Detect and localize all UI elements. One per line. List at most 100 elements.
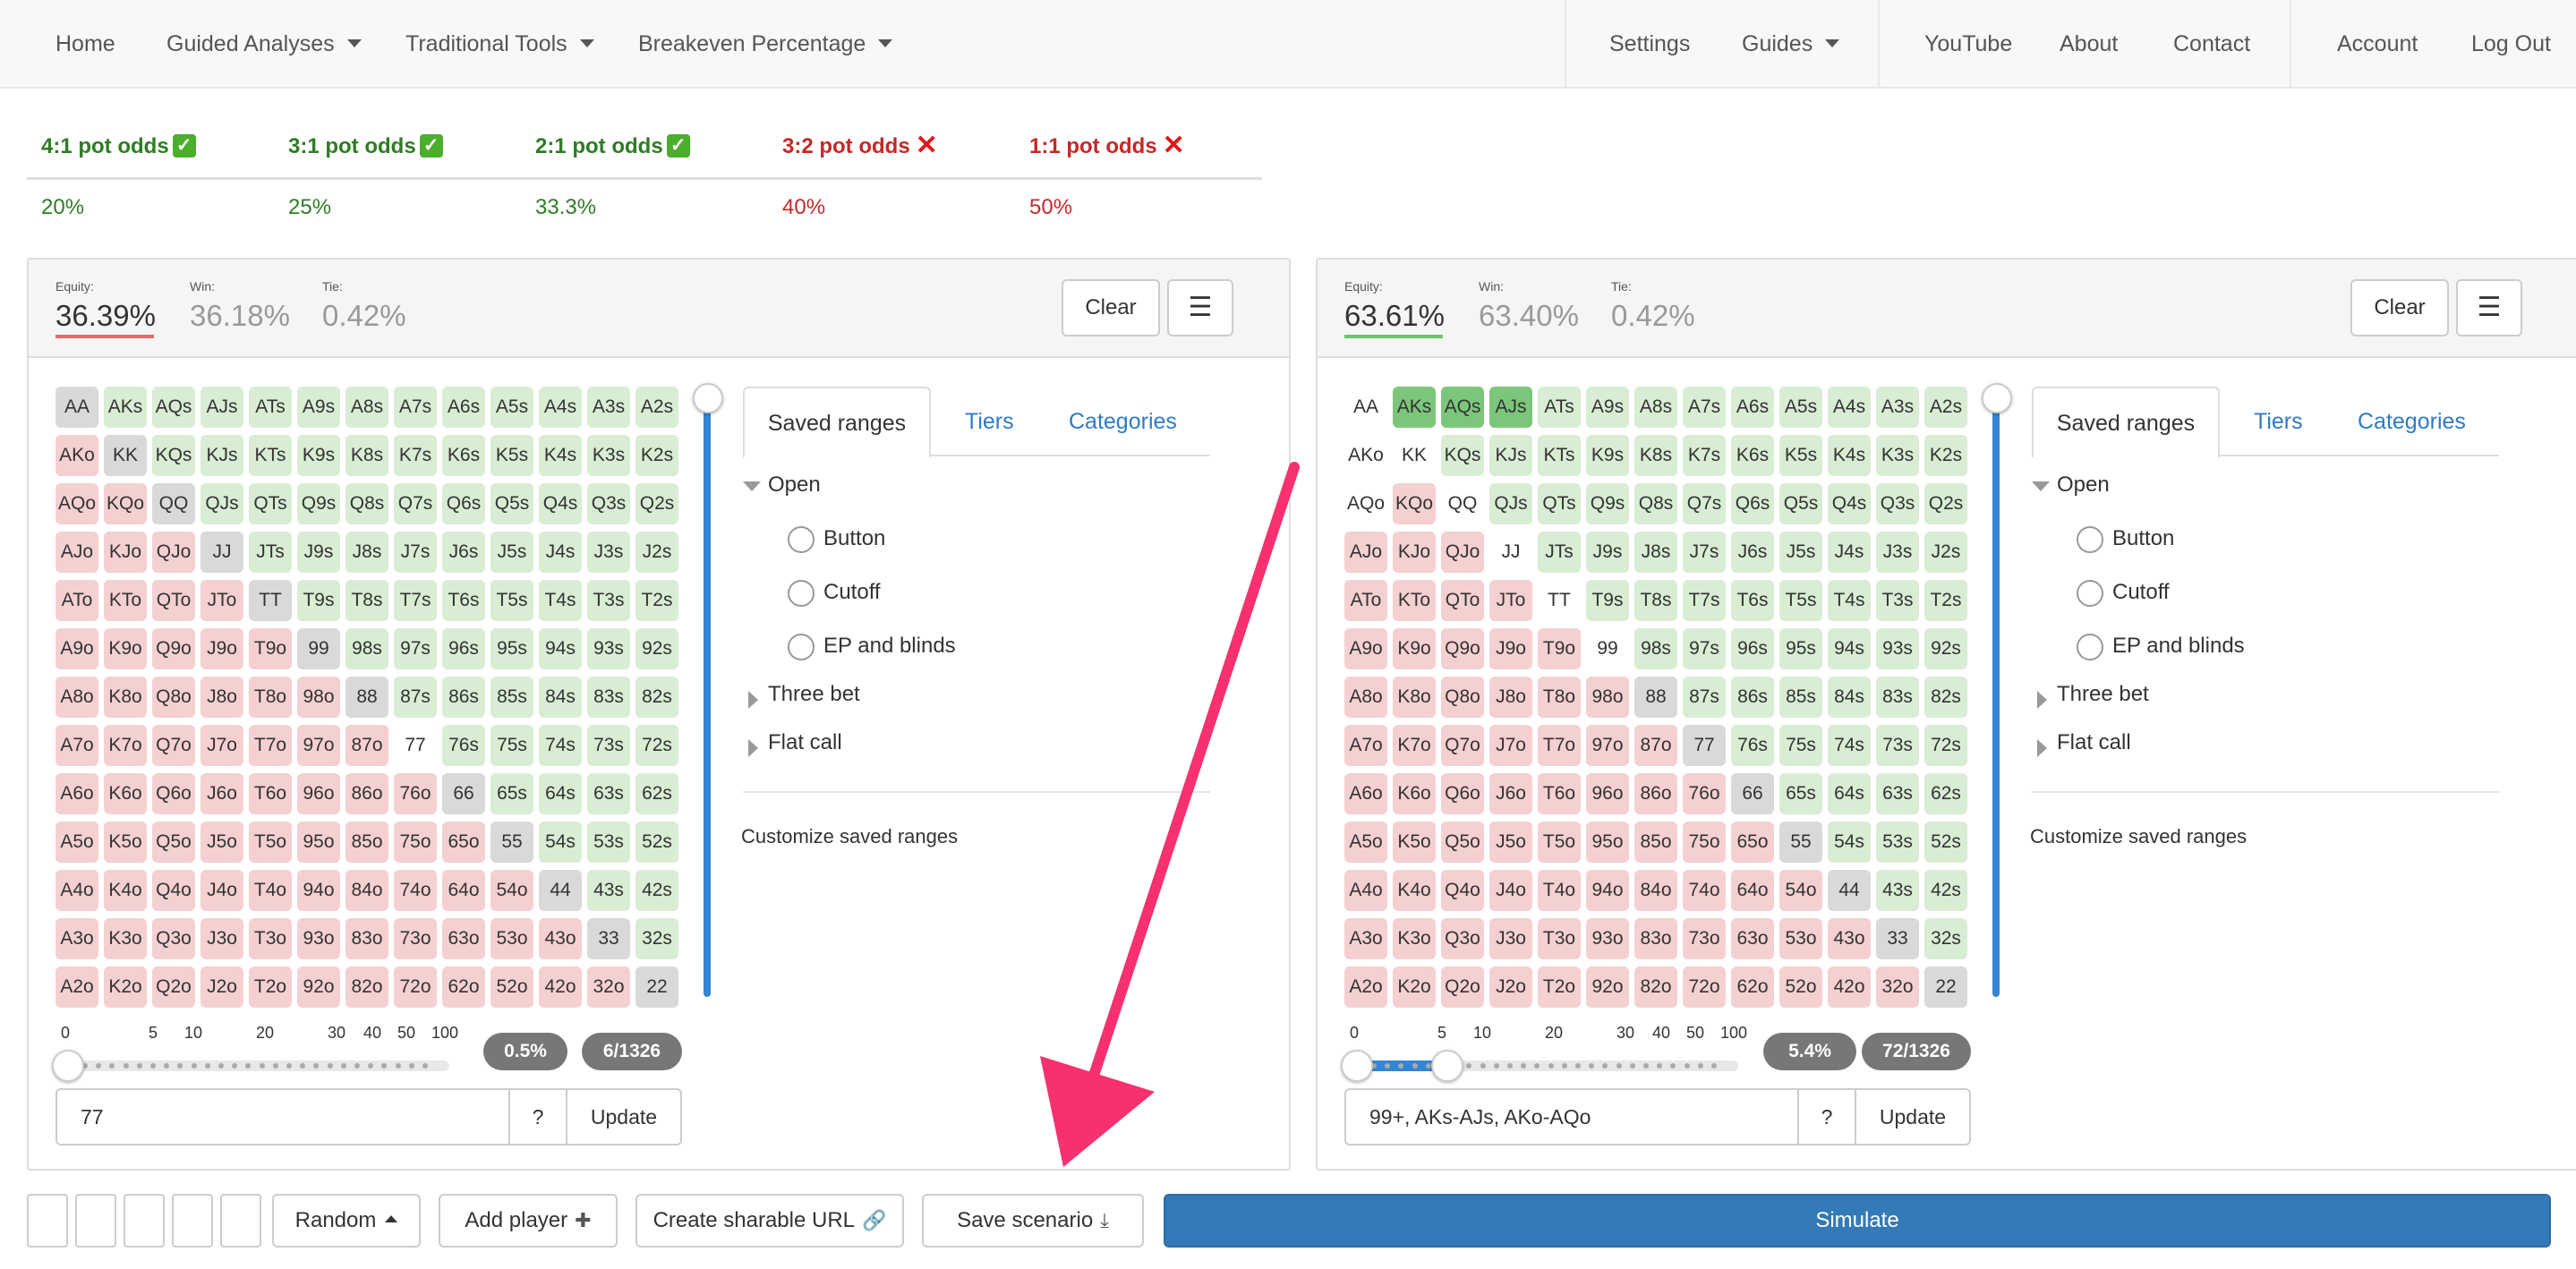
hand-cell-j9o[interactable]: J9o xyxy=(1489,628,1532,669)
card-slot[interactable] xyxy=(75,1194,116,1248)
hand-cell-42o[interactable]: 42o xyxy=(539,967,582,1008)
hand-cell-94o[interactable]: 94o xyxy=(1586,870,1629,911)
hand-cell-aqo[interactable]: AQo xyxy=(1346,493,1386,514)
hand-cell-j3s[interactable]: J3s xyxy=(587,532,630,573)
hand-cell-k9o[interactable]: K9o xyxy=(104,628,147,669)
tree-flat-call[interactable]: Flat call xyxy=(768,730,842,754)
hand-cell-kk[interactable]: KK xyxy=(104,435,147,476)
tree-open[interactable]: Open xyxy=(768,473,821,497)
tab-saved-ranges[interactable]: Saved ranges xyxy=(743,387,931,458)
hand-cell-qjs[interactable]: QJs xyxy=(1489,483,1532,524)
radio-ep-blinds[interactable] xyxy=(2077,634,2103,660)
hand-cell-t5s[interactable]: T5s xyxy=(490,580,533,621)
hand-cell-ajo[interactable]: AJo xyxy=(1344,532,1387,573)
hand-cell-a8o[interactable]: A8o xyxy=(1344,677,1387,718)
tab-tiers[interactable]: Tiers xyxy=(2254,409,2303,434)
hand-cell-52o[interactable]: 52o xyxy=(490,967,533,1008)
hand-cell-62s[interactable]: 62s xyxy=(1924,773,1967,814)
simulate-button[interactable]: Simulate xyxy=(1164,1194,2551,1248)
radio-ep-blinds[interactable] xyxy=(788,634,815,660)
hand-cell-66[interactable]: 66 xyxy=(442,773,485,814)
tree-button-range[interactable]: Button xyxy=(823,526,886,550)
hand-cell-a8s[interactable]: A8s xyxy=(345,387,388,428)
hand-cell-ats[interactable]: ATs xyxy=(1538,387,1581,428)
hand-cell-aks[interactable]: AKs xyxy=(104,387,147,428)
hand-cell-32o[interactable]: 32o xyxy=(1876,967,1919,1008)
hand-cell-63s[interactable]: 63s xyxy=(1876,773,1919,814)
hand-cell-k4s[interactable]: K4s xyxy=(539,435,582,476)
hand-cell-43o[interactable]: 43o xyxy=(1828,918,1871,959)
hand-cell-32s[interactable]: 32s xyxy=(1924,918,1967,959)
range-help-button[interactable]: ? xyxy=(1799,1090,1856,1144)
tree-cutoff-range[interactable]: Cutoff xyxy=(823,580,881,604)
hand-cell-k3o[interactable]: K3o xyxy=(1393,918,1436,959)
hand-cell-q8s[interactable]: Q8s xyxy=(1634,483,1677,524)
hand-cell-t8o[interactable]: T8o xyxy=(1538,677,1581,718)
hand-cell-75o[interactable]: 75o xyxy=(394,822,437,863)
hand-cell-76s[interactable]: 76s xyxy=(1731,725,1774,766)
hand-cell-q3o[interactable]: Q3o xyxy=(1441,918,1484,959)
hand-cell-75o[interactable]: 75o xyxy=(1683,822,1726,863)
hand-cell-j5o[interactable]: J5o xyxy=(200,822,243,863)
hand-cell-t7s[interactable]: T7s xyxy=(1683,580,1726,621)
hand-cell-q2s[interactable]: Q2s xyxy=(1924,483,1967,524)
hand-cell-q4s[interactable]: Q4s xyxy=(539,483,582,524)
hand-cell-42s[interactable]: 42s xyxy=(1924,870,1967,911)
tree-button-range[interactable]: Button xyxy=(2112,526,2175,550)
hand-cell-q5o[interactable]: Q5o xyxy=(1441,822,1484,863)
hand-cell-q2s[interactable]: Q2s xyxy=(635,483,678,524)
hand-cell-72o[interactable]: 72o xyxy=(1683,967,1726,1008)
hand-cell-t3o[interactable]: T3o xyxy=(1538,918,1581,959)
hand-cell-kto[interactable]: KTo xyxy=(104,580,147,621)
hand-cell-q4o[interactable]: Q4o xyxy=(1441,870,1484,911)
hand-cell-a7s[interactable]: A7s xyxy=(1683,387,1726,428)
tree-open[interactable]: Open xyxy=(2057,473,2110,497)
hand-cell-k4o[interactable]: K4o xyxy=(104,870,147,911)
hand-cell-43s[interactable]: 43s xyxy=(1876,870,1919,911)
tab-tiers[interactable]: Tiers xyxy=(965,409,1014,434)
hand-cell-74s[interactable]: 74s xyxy=(1828,725,1871,766)
hand-cell-q8s[interactable]: Q8s xyxy=(345,483,388,524)
nav-about[interactable]: About xyxy=(2060,0,2118,89)
hand-cell-kjs[interactable]: KJs xyxy=(1489,435,1532,476)
nav-traditional-tools[interactable]: Traditional Tools xyxy=(405,0,594,89)
hand-cell-j9s[interactable]: J9s xyxy=(1586,532,1629,573)
hand-cell-aqs[interactable]: AQs xyxy=(152,387,195,428)
hand-cell-t2s[interactable]: T2s xyxy=(635,580,678,621)
random-button[interactable]: Random xyxy=(272,1194,421,1248)
hand-cell-qjo[interactable]: QJo xyxy=(152,532,195,573)
hand-cell-kjs[interactable]: KJs xyxy=(200,435,243,476)
hand-cell-q5o[interactable]: Q5o xyxy=(152,822,195,863)
hand-cell-a8s[interactable]: A8s xyxy=(1634,387,1677,428)
nav-settings[interactable]: Settings xyxy=(1609,0,1690,89)
hand-cell-k3s[interactable]: K3s xyxy=(587,435,630,476)
hand-cell-jj[interactable]: JJ xyxy=(1501,541,1521,562)
radio-cutoff[interactable] xyxy=(2077,580,2103,607)
hand-cell-t6o[interactable]: T6o xyxy=(1538,773,1581,814)
hand-cell-76o[interactable]: 76o xyxy=(394,773,437,814)
menu-button[interactable]: ☰ xyxy=(2456,279,2522,336)
tree-ep-blinds-range[interactable]: EP and blinds xyxy=(823,634,956,658)
expand-right-icon[interactable] xyxy=(2037,739,2047,757)
hand-cell-j4o[interactable]: J4o xyxy=(1489,870,1532,911)
nav-home[interactable]: Home xyxy=(55,0,115,89)
hand-cell-j6s[interactable]: J6s xyxy=(1731,532,1774,573)
card-slot[interactable] xyxy=(124,1194,165,1248)
hand-cell-k8o[interactable]: K8o xyxy=(104,677,147,718)
hand-cell-q3s[interactable]: Q3s xyxy=(1876,483,1919,524)
hand-cell-q7o[interactable]: Q7o xyxy=(1441,725,1484,766)
hand-cell-q9o[interactable]: Q9o xyxy=(152,628,195,669)
hand-cell-65o[interactable]: 65o xyxy=(1731,822,1774,863)
hand-cell-98s[interactable]: 98s xyxy=(345,628,388,669)
hand-cell-kjo[interactable]: KJo xyxy=(1393,532,1436,573)
hand-cell-55[interactable]: 55 xyxy=(490,822,533,863)
hand-cell-87s[interactable]: 87s xyxy=(394,677,437,718)
tab-categories[interactable]: Categories xyxy=(2358,409,2466,434)
hand-cell-k8s[interactable]: K8s xyxy=(345,435,388,476)
tree-flat-call[interactable]: Flat call xyxy=(2057,730,2131,754)
hand-cell-j4o[interactable]: J4o xyxy=(200,870,243,911)
tree-three-bet[interactable]: Three bet xyxy=(2057,682,2149,706)
hand-cell-52s[interactable]: 52s xyxy=(635,822,678,863)
hand-cell-q9s[interactable]: Q9s xyxy=(1586,483,1629,524)
hand-cell-ako[interactable]: AKo xyxy=(55,435,98,476)
